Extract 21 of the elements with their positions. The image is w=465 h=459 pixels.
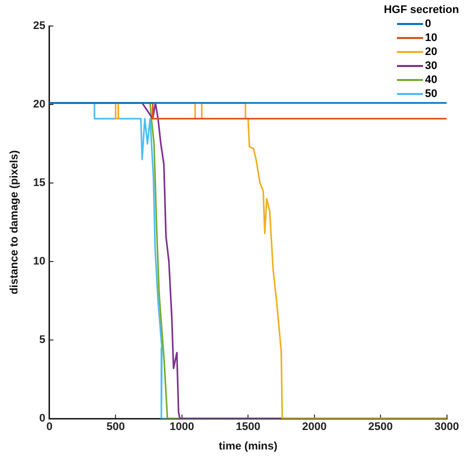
y-tick-label: 25 <box>33 20 46 32</box>
x-tick-label: 1000 <box>170 421 194 434</box>
y-tick-label: 5 <box>39 334 46 346</box>
x-tick-label: 3000 <box>434 421 460 434</box>
x-tick-label: 1500 <box>236 421 260 434</box>
y-tick-label: 0 <box>39 412 46 425</box>
x-tick-label: 2500 <box>368 421 393 434</box>
y-tick-label: 15 <box>33 177 46 190</box>
legend-label: 0 <box>425 18 432 30</box>
y-axis-title: distance to damage (pixels) <box>8 150 21 294</box>
legend-label: 50 <box>425 88 438 100</box>
x-tick-label: 500 <box>106 421 125 434</box>
legend-title: HGF secretion <box>384 4 460 16</box>
y-tick-label: 10 <box>33 256 46 268</box>
x-tick-label: 2000 <box>302 421 327 434</box>
legend-label: 10 <box>425 32 438 44</box>
x-axis-title: time (mins) <box>218 440 278 452</box>
legend-label: 20 <box>425 46 438 58</box>
legend-label: 40 <box>425 74 438 86</box>
legend-label: 30 <box>425 60 438 72</box>
y-tick-label: 20 <box>33 98 46 111</box>
